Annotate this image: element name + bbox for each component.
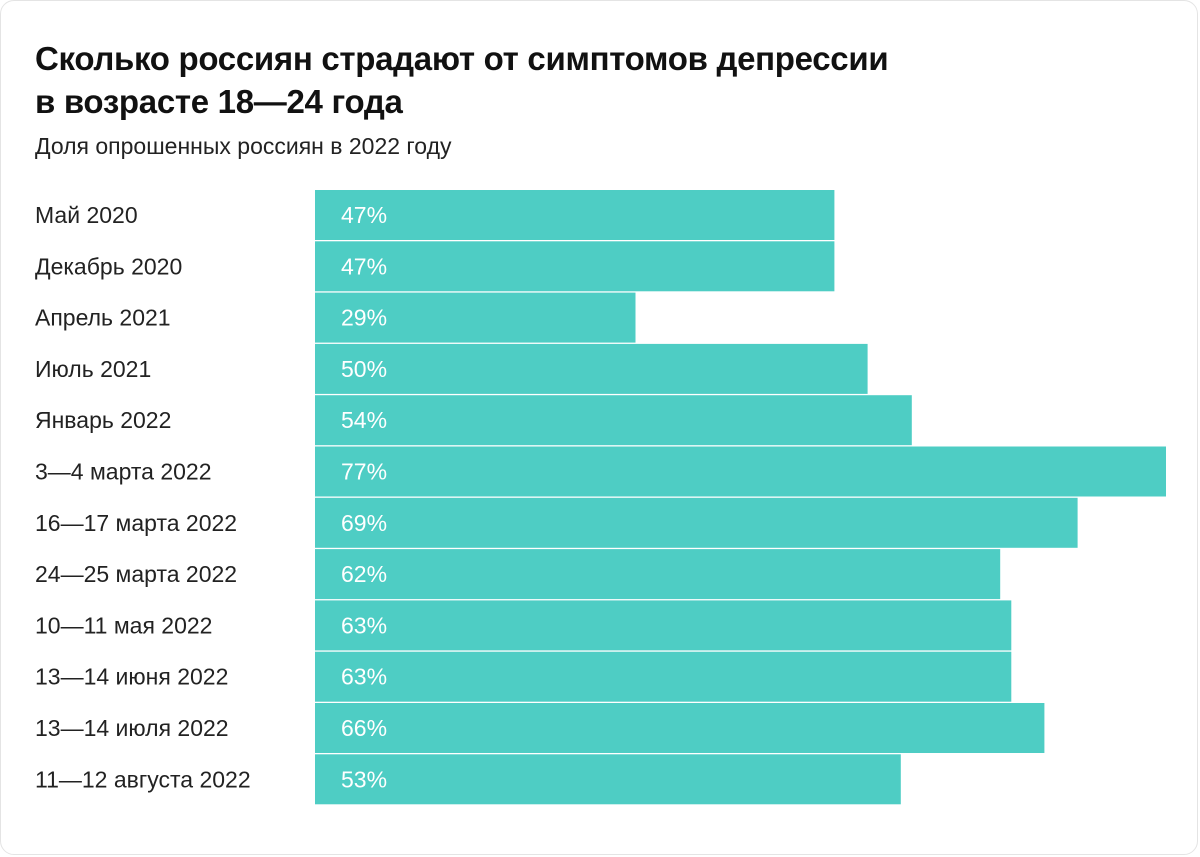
- bar: [315, 600, 1012, 651]
- category-label: 16—17 марта 2022: [35, 510, 237, 536]
- chart-title: Сколько россиян страдают от симптомов де…: [35, 37, 1135, 123]
- bar: [315, 703, 1045, 753]
- bar-value-label: 29%: [341, 305, 387, 331]
- bar: [315, 446, 1166, 497]
- bar-value-label: 47%: [341, 202, 387, 228]
- bar-value-label: 62%: [341, 561, 387, 587]
- category-label: 13—14 июля 2022: [35, 715, 229, 741]
- chart-subtitle: Доля опрошенных россиян в 2022 году: [35, 133, 452, 159]
- category-label: Июль 2021: [35, 356, 151, 382]
- bar-value-label: 50%: [341, 356, 387, 382]
- bar-value-label: 53%: [341, 766, 387, 792]
- bar-value-label: 54%: [341, 407, 387, 433]
- bar-value-label: 77%: [341, 459, 387, 485]
- bar-value-label: 63%: [341, 612, 387, 638]
- category-label: 13—14 июня 2022: [35, 664, 228, 690]
- chart-title-line-2: в возрасте 18—24 года: [35, 83, 403, 120]
- bar: [315, 395, 912, 446]
- category-label: Апрель 2021: [35, 305, 171, 331]
- category-label: Май 2020: [35, 202, 138, 228]
- bar: [315, 497, 1078, 548]
- chart-title-line-1: Сколько россиян страдают от симптомов де…: [35, 40, 889, 77]
- bar-value-label: 63%: [341, 664, 387, 690]
- bar: [315, 549, 1001, 600]
- bar: [315, 292, 636, 343]
- category-label: 3—4 марта 2022: [35, 459, 212, 485]
- bar: [315, 343, 868, 394]
- category-label: Декабрь 2020: [35, 253, 182, 279]
- category-label: 24—25 марта 2022: [35, 561, 237, 587]
- category-label: 10—11 мая 2022: [35, 612, 212, 638]
- bar-value-label: 47%: [341, 253, 387, 279]
- bar: [315, 754, 901, 805]
- bar-value-label: 66%: [341, 715, 387, 741]
- bar: [315, 651, 1012, 702]
- bar: [315, 190, 835, 240]
- bar: [315, 241, 835, 292]
- category-label: Январь 2022: [35, 407, 171, 433]
- bar-value-label: 69%: [341, 510, 387, 536]
- category-label: 11—12 августа 2022: [35, 766, 251, 792]
